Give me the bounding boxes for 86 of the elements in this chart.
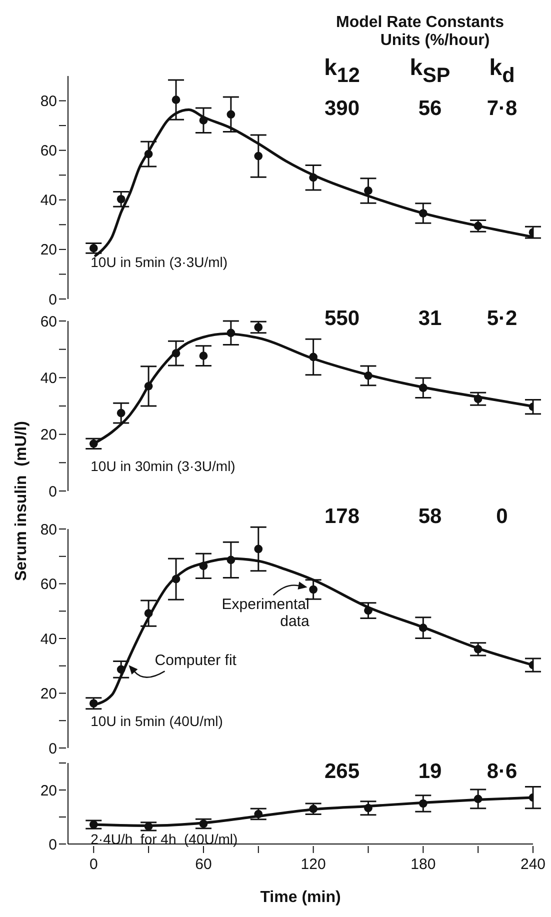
point — [226, 556, 236, 564]
y-tick-label: 20 — [40, 426, 57, 444]
point — [144, 609, 153, 618]
point — [474, 645, 482, 654]
annotation: 5·2 — [486, 307, 518, 330]
annotation: k$_{12}$ — [324, 54, 360, 88]
annotation: 10U in 5min (40U/ml) — [90, 713, 223, 729]
point — [116, 194, 126, 204]
point — [144, 382, 153, 390]
y-tick-label: 60 — [40, 313, 57, 330]
y-tick-label: 20 — [40, 782, 57, 800]
point — [116, 408, 126, 418]
point — [254, 810, 263, 818]
point — [418, 624, 428, 632]
point — [254, 323, 263, 332]
y-tick-label: 40 — [40, 370, 57, 387]
y-tick-label: 0 — [48, 483, 57, 500]
y-tick-label: 0 — [48, 740, 57, 758]
point — [364, 372, 372, 380]
x-tick-label: 120 — [300, 856, 326, 873]
point — [418, 209, 428, 218]
point — [474, 222, 482, 230]
point — [309, 352, 318, 362]
annotation: 56 — [418, 97, 442, 120]
point — [116, 665, 126, 674]
text: 0 — [496, 505, 508, 528]
annotation: k$_{SP}$ — [410, 54, 450, 88]
point — [309, 173, 318, 182]
point — [226, 110, 236, 119]
point — [172, 574, 180, 584]
annotation: 7·8 — [486, 97, 518, 120]
annotation: Experimental data — [222, 596, 310, 630]
point — [309, 804, 318, 814]
point — [418, 799, 428, 808]
point — [309, 585, 318, 594]
point — [89, 820, 98, 829]
point — [89, 699, 98, 708]
point — [474, 394, 482, 404]
x-axis-title: Time (min) — [260, 889, 341, 906]
annotation: 19 — [418, 760, 442, 783]
x-tick-label: 0 — [89, 856, 98, 873]
text: 58 — [418, 505, 442, 528]
annotation: 10U in 5min (3·3U/ml) — [90, 254, 228, 270]
point — [364, 186, 372, 195]
point — [474, 794, 482, 804]
y-tick-label: 80 — [40, 93, 57, 110]
point — [172, 349, 180, 358]
x-tick-label: 240 — [520, 856, 546, 873]
x-tick-label: 60 — [195, 856, 212, 873]
y-tick-label: 20 — [40, 242, 57, 259]
point — [226, 328, 236, 338]
annotation: 31 — [418, 307, 442, 330]
point — [144, 150, 153, 158]
y-tick-label: 40 — [40, 630, 57, 648]
annotation: k$_{d}$ — [489, 54, 515, 88]
y-tick-label: 80 — [40, 521, 57, 538]
point — [89, 244, 98, 252]
y-tick-label: 0 — [48, 836, 57, 854]
annotation: 265 — [324, 760, 360, 783]
point — [254, 544, 263, 554]
point — [199, 352, 208, 360]
y-tick-label: 60 — [40, 142, 57, 160]
point — [364, 606, 372, 615]
point — [144, 822, 153, 831]
text: 178 — [324, 505, 360, 528]
y-tick-label: 40 — [40, 192, 57, 210]
chart-title: Model Rate Constants — [336, 14, 504, 31]
y-tick-label: 60 — [40, 576, 57, 593]
y-tick-label: 20 — [40, 686, 57, 702]
annotation: 10U in 30min (3·3U/ml) — [90, 458, 236, 474]
annotation: Computer fit — [154, 652, 238, 670]
point — [199, 820, 208, 828]
y-tick-label: 0 — [48, 291, 57, 308]
point — [172, 96, 180, 104]
point — [418, 384, 428, 392]
point — [199, 562, 208, 570]
point — [199, 116, 208, 125]
point — [364, 804, 372, 812]
point — [89, 440, 98, 448]
y-axis-title: Serum insulin (mU/l) — [13, 420, 30, 582]
chart-subtitle: Units (%/hour) — [380, 32, 490, 49]
annotation: 550 — [324, 307, 360, 330]
point — [254, 152, 263, 160]
x-tick-label: 180 — [410, 856, 436, 873]
annotation: 8·6 — [486, 760, 518, 783]
annotation: 390 — [324, 97, 360, 120]
